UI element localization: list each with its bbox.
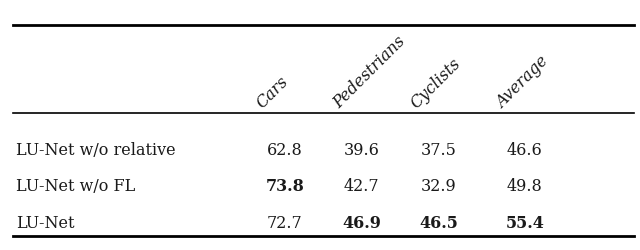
Text: Cars: Cars <box>253 73 292 111</box>
Text: 72.7: 72.7 <box>267 214 303 232</box>
Text: Pedestrians: Pedestrians <box>330 33 410 111</box>
Text: 46.5: 46.5 <box>419 214 458 232</box>
Text: LU-Net w/o FL: LU-Net w/o FL <box>16 178 135 195</box>
Text: 39.6: 39.6 <box>344 142 380 158</box>
Text: 62.8: 62.8 <box>267 142 303 158</box>
Text: Average: Average <box>493 52 552 111</box>
Text: 73.8: 73.8 <box>266 178 304 195</box>
Text: 42.7: 42.7 <box>344 178 380 195</box>
Text: 37.5: 37.5 <box>420 142 456 158</box>
Text: LU-Net w/o relative: LU-Net w/o relative <box>16 142 175 158</box>
Text: 46.6: 46.6 <box>507 142 543 158</box>
Text: 55.4: 55.4 <box>506 214 544 232</box>
Text: Cyclists: Cyclists <box>407 55 464 111</box>
Text: 46.9: 46.9 <box>342 214 381 232</box>
Text: 32.9: 32.9 <box>420 178 456 195</box>
Text: 49.8: 49.8 <box>507 178 543 195</box>
Text: LU-Net: LU-Net <box>16 214 74 232</box>
